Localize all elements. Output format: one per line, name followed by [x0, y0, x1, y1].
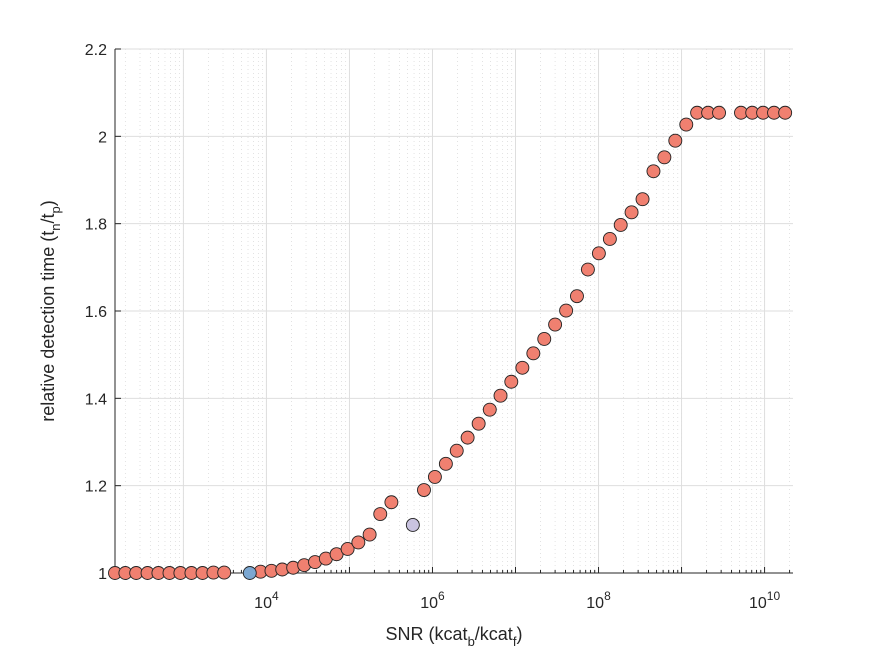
data-point-main — [362, 527, 377, 542]
data-point-main — [217, 565, 232, 580]
y-axis-label: relative detection time (tn/tp) — [38, 200, 63, 422]
x-tick-label: 106 — [420, 589, 445, 612]
data-point-main — [471, 416, 486, 431]
data-point-main — [602, 231, 617, 246]
y-tick-label: 1.4 — [85, 391, 107, 408]
data-point-main — [570, 289, 584, 304]
x-tick-label: 1010 — [749, 589, 780, 612]
data-point-main — [668, 133, 683, 148]
y-tick-labels: 1 1.2 1.4 1.6 1.8 2 2.2 — [85, 42, 107, 583]
data-point-main — [712, 105, 727, 120]
data-point-main — [493, 388, 508, 403]
data-point-main — [373, 507, 388, 521]
data-points — [108, 105, 793, 580]
y-tick-label: 1.8 — [85, 217, 107, 234]
y-tick-label: 1.6 — [85, 304, 107, 321]
data-point-main — [548, 317, 563, 332]
data-point-highlight-blue — [242, 566, 257, 580]
data-point-main — [340, 542, 355, 556]
data-point-main — [460, 430, 475, 445]
data-point-main — [504, 374, 519, 389]
data-point-main — [646, 164, 661, 179]
data-point-main — [449, 443, 464, 458]
x-tick-labels: 104 106 108 1010 — [254, 589, 780, 612]
data-point-main — [526, 346, 541, 361]
y-tick-label: 2.2 — [85, 42, 107, 59]
x-axis-label: SNR (kcatb/kcatf) — [386, 624, 523, 649]
data-point-main — [778, 105, 793, 120]
data-point-main — [559, 303, 574, 318]
y-tick-label: 2 — [98, 129, 107, 146]
data-point-main — [537, 331, 552, 346]
data-point-main — [657, 150, 672, 165]
data-point-main — [624, 205, 639, 220]
data-point-main — [351, 535, 366, 550]
data-point-main — [679, 117, 694, 132]
data-point-main — [427, 469, 442, 484]
data-point-main — [635, 192, 650, 207]
data-point-main — [515, 360, 530, 375]
x-tick-label: 108 — [586, 589, 611, 612]
data-point-highlight-lavender — [405, 518, 420, 532]
data-point-main — [482, 402, 497, 417]
data-point-main — [417, 483, 431, 497]
y-tick-label: 1 — [98, 566, 107, 583]
data-point-main — [384, 495, 399, 510]
data-point-main — [438, 456, 453, 471]
x-tick-label: 104 — [254, 589, 279, 612]
data-point-main — [591, 246, 606, 261]
data-point-main — [580, 262, 595, 277]
data-point-main — [613, 218, 628, 232]
y-tick-label: 1.2 — [85, 479, 107, 496]
